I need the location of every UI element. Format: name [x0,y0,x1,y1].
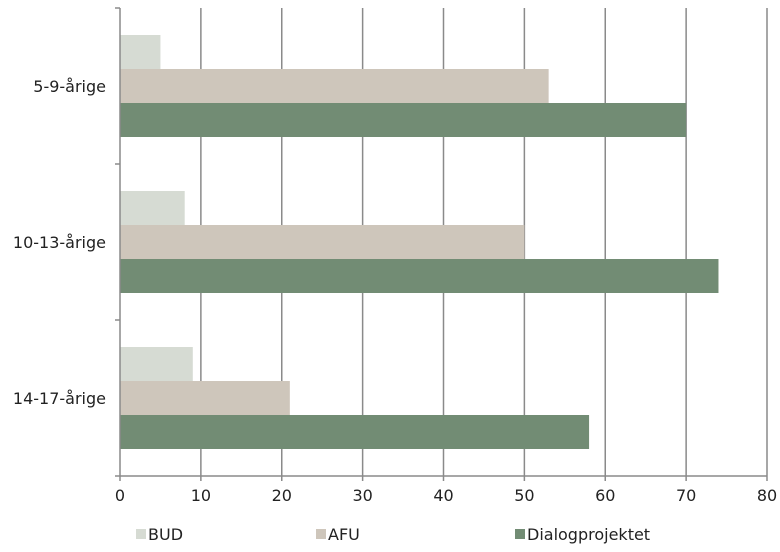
x-tick-label-70: 70 [676,486,696,505]
bar-bud-1 [120,191,185,225]
bar-bud-2 [120,347,193,381]
x-tick-label-10: 10 [191,486,211,505]
legend-swatch-afu [316,529,326,539]
bar-afu-2 [120,381,290,415]
bar-bud-0 [120,35,161,69]
axes [115,7,768,481]
bar-afu-0 [120,69,549,103]
x-tick-labels: 0 10 20 30 40 50 60 70 80 [115,486,777,505]
x-tick-label-50: 50 [514,486,534,505]
bar-dialogprojektet-2 [120,415,590,449]
x-tick-label-80: 80 [757,486,777,505]
legend-label-afu: AFU [328,525,360,544]
x-tick-label-0: 0 [115,486,125,505]
bar-dialogprojektet-1 [120,259,719,293]
x-tick-label-20: 20 [272,486,292,505]
bars [120,35,719,449]
legend-swatch-dialogprojektet [515,529,525,539]
category-labels: 5-9-årige 10-13-årige 14-17-årige [13,77,106,408]
bar-dialogprojektet-0 [120,103,687,137]
x-tick-label-40: 40 [433,486,453,505]
bar-afu-1 [120,225,525,259]
legend: BUD AFU Dialogprojektet [136,525,650,544]
category-label-0: 5-9-årige [33,77,106,96]
legend-swatch-bud [136,529,146,539]
legend-label-bud: BUD [148,525,183,544]
category-label-1: 10-13-årige [13,233,106,252]
x-tick-label-30: 30 [352,486,372,505]
legend-label-dialogprojektet: Dialogprojektet [527,525,650,544]
x-tick-label-60: 60 [595,486,615,505]
category-label-2: 14-17-årige [13,389,106,408]
